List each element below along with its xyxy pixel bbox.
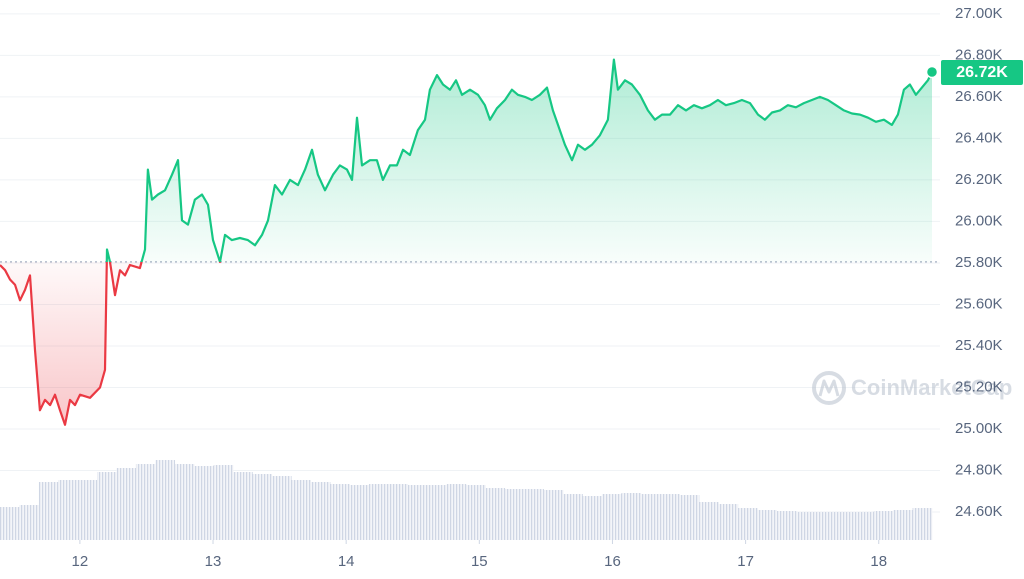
y-tick-label: 25.20K xyxy=(955,378,1003,395)
price-line xyxy=(0,58,933,426)
volume-bar xyxy=(0,507,20,540)
x-tick-label: 18 xyxy=(870,553,887,570)
volume-bar xyxy=(194,466,214,540)
last-point xyxy=(925,65,939,79)
price-layer xyxy=(0,58,940,426)
last-price-tag xyxy=(941,60,1023,86)
volume-bar xyxy=(737,508,758,540)
volume-bar xyxy=(407,485,428,540)
y-tick-label: 25.80K xyxy=(955,254,1003,271)
volume-bar xyxy=(77,480,98,540)
volume-bar xyxy=(524,489,544,540)
volume-bar xyxy=(58,480,78,540)
volume-bar xyxy=(446,484,467,540)
volume-bar xyxy=(135,464,156,540)
volume-bar xyxy=(660,494,680,540)
volume-bar xyxy=(601,494,622,540)
volume-bar xyxy=(699,502,719,540)
y-tick-label: 26.40K xyxy=(955,129,1003,146)
volume-bar xyxy=(912,508,933,540)
volume-bar xyxy=(233,472,253,540)
volume-bar xyxy=(582,496,603,540)
x-tick-label: 16 xyxy=(604,553,621,570)
volume-bar xyxy=(466,485,486,540)
x-tick-label: 13 xyxy=(205,553,222,570)
volume-bar xyxy=(679,495,700,540)
volume-bar xyxy=(873,511,894,540)
x-tick-label: 14 xyxy=(338,553,355,570)
watermark: CoinMarketCap xyxy=(812,371,1012,405)
watermark-logo xyxy=(812,371,846,405)
volume-bar xyxy=(543,490,564,540)
price-area xyxy=(0,59,932,425)
y-tick-label: 27.00K xyxy=(955,5,1003,22)
volume-bar xyxy=(563,494,583,540)
y-tick-label: 25.40K xyxy=(955,337,1003,354)
volume-bar xyxy=(776,511,797,540)
volume-bar xyxy=(485,488,506,540)
x-tick-label: 12 xyxy=(72,553,89,570)
watermark-logo-mark xyxy=(818,379,840,397)
volume-bar xyxy=(815,512,836,540)
x-tick-label: 15 xyxy=(471,553,488,570)
volume-bar xyxy=(174,464,195,540)
volume-bar xyxy=(757,510,777,540)
volume-layer xyxy=(0,460,933,540)
y-tick-label: 26.60K xyxy=(955,88,1003,105)
volume-bar xyxy=(427,485,447,540)
volume-bar xyxy=(330,484,350,540)
volume-bar xyxy=(155,460,176,540)
y-tick-label: 26.20K xyxy=(955,171,1003,188)
volume-bar xyxy=(718,504,739,540)
volume-bar xyxy=(19,505,40,540)
volume-bar xyxy=(310,482,331,540)
volume-bar xyxy=(291,480,311,540)
y-tick-label: 24.80K xyxy=(955,461,1003,478)
volume-bar xyxy=(271,476,292,540)
volume-bar xyxy=(252,474,273,540)
volume-bar xyxy=(834,512,855,540)
volume-bar xyxy=(38,482,59,540)
volume-bar xyxy=(97,472,117,540)
axis-layer: 24.60K 24.80K 25.00K 25.20K 25.40K 25.60K 25.8… xyxy=(72,5,1023,570)
y-tick-label: 24.60K xyxy=(955,503,1003,520)
volume-bar xyxy=(388,484,409,540)
last-price-label: 26.72K xyxy=(956,64,1008,81)
y-tick-label: 25.60K xyxy=(955,295,1003,312)
volume-bar xyxy=(621,493,642,540)
volume-bar xyxy=(213,465,234,540)
x-tick-label: 17 xyxy=(737,553,754,570)
watermark-text: CoinMarketCap xyxy=(851,375,1012,400)
y-tick-label: 26.00K xyxy=(955,212,1003,229)
volume-bar xyxy=(796,512,816,540)
volume-bar xyxy=(504,489,525,540)
y-tick-label: 25.00K xyxy=(955,420,1003,437)
volume-bar xyxy=(640,494,661,540)
volume-bar xyxy=(854,512,875,540)
y-tick-label: 26.80K xyxy=(955,46,1003,63)
volume-bar xyxy=(116,468,137,540)
volume-bar xyxy=(349,485,370,540)
volume-bar xyxy=(368,484,389,540)
volume-bar xyxy=(893,510,913,540)
